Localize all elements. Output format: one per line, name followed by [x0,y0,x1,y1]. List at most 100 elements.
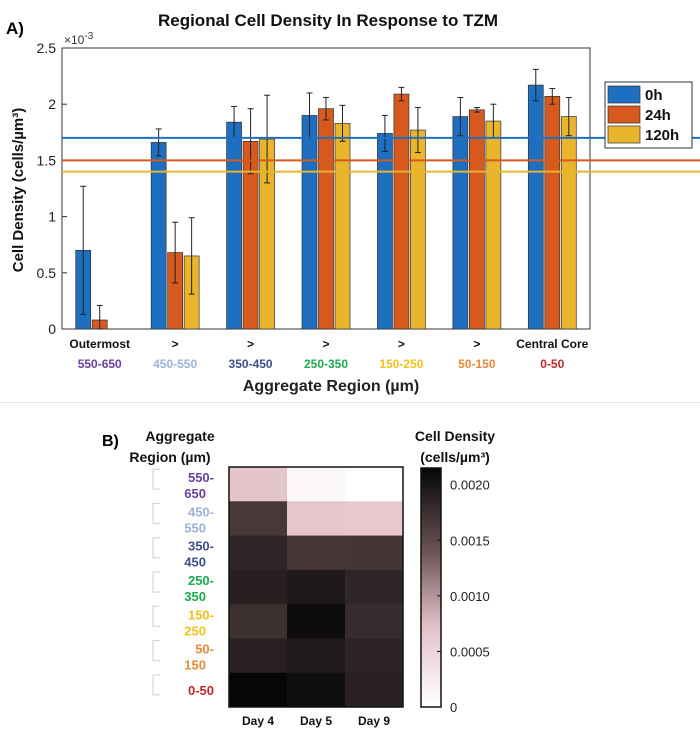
colorbar-tick-label: 0.0020 [450,478,490,493]
heatmap-cell [229,672,288,708]
row-bracket [152,571,160,593]
row-label: 450- [188,504,214,519]
heatmap-frame [228,466,404,708]
heatmap-cell [229,569,288,605]
bar-120h [485,120,502,330]
bar-0h [377,133,393,330]
row-label: 250 [184,623,206,638]
heatmap-cell [287,467,346,502]
y-tick-label: 1 [48,209,56,225]
colorbar-title-line: Cell Density [415,428,495,444]
legend-label-24h: 24h [645,107,671,124]
row-label: 450 [184,555,206,570]
row-bracket [152,468,160,490]
panel-b-label: B) [102,433,119,450]
x-tick-range-label: 450-550 [153,357,197,371]
x-tick-range-label: 0-50 [540,357,564,371]
row-bracket [152,674,160,696]
heatmap-cell [345,672,404,708]
heatmap-cell [287,638,346,674]
heatmap-cell [229,535,288,571]
column-label: Day 5 [300,714,332,728]
bar-0h [527,84,544,330]
x-tick-range-label: 350-450 [229,357,273,371]
row-label: 650 [184,486,206,501]
bar-0h [452,116,469,330]
bar-120h [560,116,577,330]
colorbar-tick-label: 0.0010 [450,589,490,604]
y-tick-label: 0 [48,321,56,337]
x-tick-label: Outermost [69,337,130,351]
y-tick-label: 2.5 [37,40,57,56]
y-tick-label: 2 [48,96,56,112]
row-bracket [152,502,160,524]
heatmap-cell [345,604,404,639]
x-tick-label: > [247,337,254,351]
row-label: 350- [188,539,214,554]
x-tick-range-label: 550-650 [78,357,122,371]
row-header-line: Region (µm) [129,449,210,465]
panel-a-label: A) [6,19,24,38]
heatmap-cell [287,569,346,605]
heatmap-cell [287,672,346,708]
row-header-line: Aggregate [145,428,214,444]
bar-24h [318,108,334,330]
row-label: 550 [184,520,206,535]
legend-swatch-24h [607,105,641,124]
row-label: 50- [195,642,214,657]
heatmap-cell [345,467,404,502]
colorbar-tick-label: 0.0005 [450,644,490,659]
x-tick-label: > [172,337,179,351]
row-bracket [152,640,160,662]
row-label: 0-50 [188,683,214,698]
heatmap-cell [345,501,404,537]
colorbar-title-line: (cells/µm³) [420,449,490,465]
heatmap-cell [229,604,288,639]
x-tick-label: > [322,337,329,351]
y-exponent-text: ×10-3 [64,31,94,47]
x-tick-range-label: 250-350 [304,357,348,371]
x-tick-range-label: 50-150 [458,357,496,371]
bar-24h [544,95,561,330]
colorbar-tick-label: 0.0015 [450,533,490,548]
row-label: 350 [184,589,206,604]
bar-24h [469,109,485,330]
bar-chart-regional-density: A) Regional Cell Density In Response to … [6,11,700,395]
heatmap-cell [287,501,346,537]
heatmap-cell [345,638,404,674]
y-tick-label: 1.5 [37,152,57,168]
row-label: 250- [188,573,214,588]
x-axis-label: Aggregate Region (µm) [243,378,419,395]
row-bracket [152,605,160,627]
y-tick-label: 0.5 [37,265,57,281]
bar-0h [150,142,167,330]
y-axis-label: Cell Density (cells/µm³) [10,108,27,273]
column-label: Day 9 [358,714,390,728]
bar-0h [301,115,318,330]
x-tick-range-label: 150-250 [379,357,423,371]
x-tick-label: Central Core [516,337,588,351]
legend-label-0h: 0h [645,87,663,104]
x-tick-label: > [473,337,480,351]
bar-120h [334,122,351,330]
heatmap-cell [229,638,288,674]
colorbar [420,467,442,708]
row-label: 550- [188,470,214,485]
row-bracket [152,537,160,559]
heatmap-cell [287,535,346,571]
colorbar-tick-label: 0 [450,700,457,715]
legend-label-120h: 120h [645,127,679,144]
legend-swatch-0h [607,85,641,104]
colorbar-title: Cell Density (cells/µm³) [415,428,495,465]
bar-0h [226,121,242,330]
row-header: Aggregate Region (µm) [129,428,214,465]
row-label: 150- [188,607,214,622]
heatmap-cell [287,604,346,639]
heatmap-cell [345,569,404,605]
y-exponent-label: ×10-3 [64,31,94,47]
x-tick-label: > [398,337,405,351]
row-label: 150 [184,658,206,673]
legend: 0h 24h 120h [604,81,693,149]
heatmap-cell [345,535,404,571]
chart-title: Regional Cell Density In Response to TZM [158,11,498,30]
